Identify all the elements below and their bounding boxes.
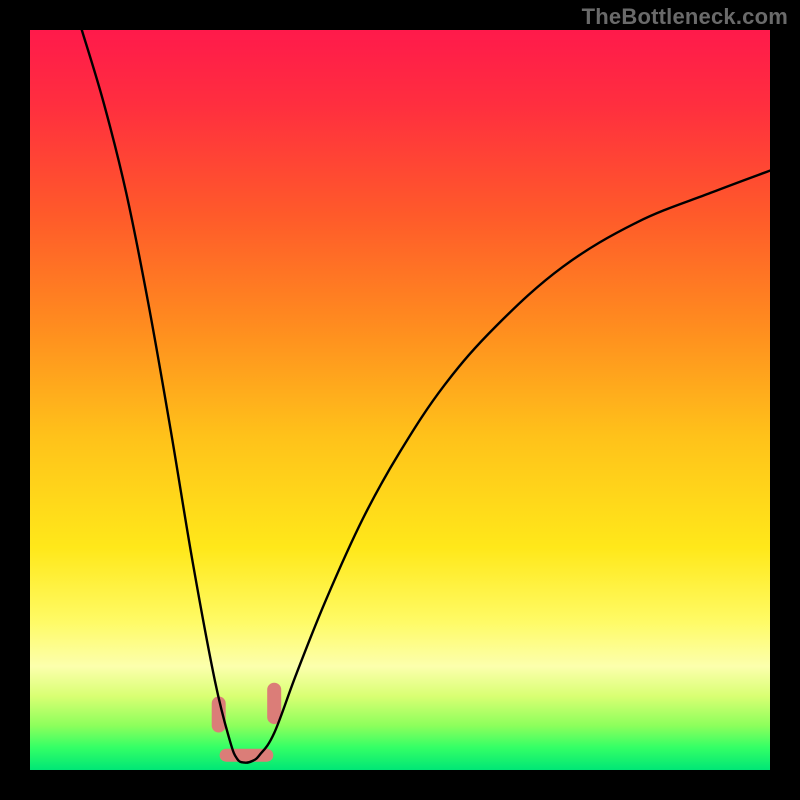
bottleneck-chart — [0, 0, 800, 800]
chart-container: TheBottleneck.com — [0, 0, 800, 800]
plot-background — [30, 30, 770, 770]
watermark-text: TheBottleneck.com — [582, 4, 788, 30]
